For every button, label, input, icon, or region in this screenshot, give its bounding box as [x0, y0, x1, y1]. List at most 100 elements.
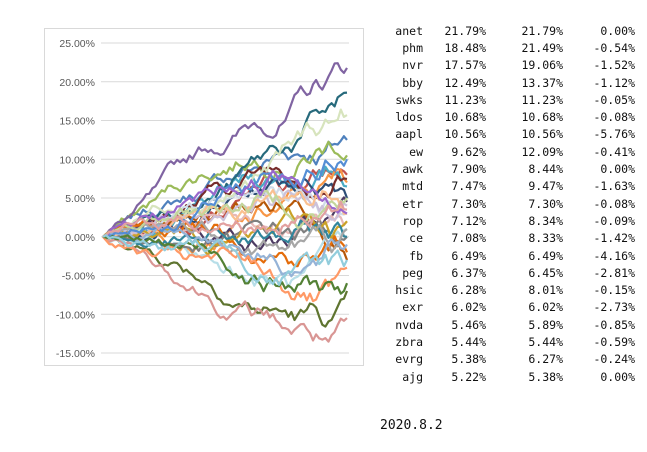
value-cell: 21.49% [521, 40, 563, 55]
value-cell: 5.44% [528, 334, 563, 349]
table-row: ldos 10.68% 10.68% -0.08% [385, 108, 640, 125]
value-cell: 12.49% [444, 75, 486, 90]
ticker-cell: peg [402, 265, 423, 280]
table-row: peg 6.37% 6.45% -2.81% [385, 264, 640, 281]
y-tick-label: 0.00% [65, 232, 95, 244]
value-cell: 10.68% [521, 110, 563, 125]
series-line [102, 169, 348, 238]
ticker-cell: awk [402, 162, 423, 177]
table-row: nvr 17.57% 19.06% -1.52% [385, 57, 640, 74]
value-cell: -4.16% [593, 248, 635, 263]
series-line [102, 206, 348, 256]
value-cell: -0.54% [593, 40, 635, 55]
series-line [102, 140, 348, 238]
table-row: ew 9.62% 12.09% -0.41% [385, 143, 640, 160]
table-row: fb 6.49% 6.49% -4.16% [385, 247, 640, 264]
value-cell: 8.34% [528, 213, 563, 228]
value-cell: -1.63% [593, 179, 635, 194]
value-cell: 5.89% [528, 317, 563, 332]
value-cell: 7.47% [451, 179, 486, 194]
series-line [102, 158, 348, 238]
chart-plot: 25.00% 20.00% 15.00% 10.00% 5.00% 0.00% -5.00%… [56, 38, 349, 360]
value-cell: 7.90% [451, 162, 486, 177]
ticker-cell: etr [402, 196, 423, 211]
returns-table: anet 21.79% 21.79% 0.00% phm 18.48% 21.49% -0.5… [385, 22, 640, 385]
value-cell: -1.52% [593, 58, 635, 73]
value-cell: -0.24% [593, 352, 635, 367]
table-row: rop 7.12% 8.34% -0.09% [385, 212, 640, 229]
ticker-cell: evrg [395, 352, 423, 367]
value-cell: 10.56% [521, 127, 563, 142]
ticker-cell: ce [409, 231, 423, 246]
value-cell: 13.37% [521, 75, 563, 90]
value-cell: 0.00% [600, 369, 635, 384]
value-cell: 6.49% [451, 248, 486, 263]
ticker-cell: swks [395, 92, 423, 107]
value-cell: -5.76% [593, 127, 635, 142]
value-cell: 0.00% [600, 162, 635, 177]
ticker-cell: zbra [395, 334, 423, 349]
value-cell: 6.45% [528, 265, 563, 280]
ticker-cell: rop [402, 213, 423, 228]
ticker-cell: phm [402, 40, 423, 55]
series-line [102, 200, 348, 238]
y-tick-label: 10.00% [59, 154, 95, 166]
value-cell: 17.57% [444, 58, 486, 73]
value-cell: 5.38% [451, 352, 486, 367]
value-cell: 8.33% [528, 231, 563, 246]
value-cell: -0.08% [593, 196, 635, 211]
ticker-cell: ldos [395, 110, 423, 125]
series-line [102, 232, 349, 328]
value-cell: 5.46% [451, 317, 486, 332]
value-cell: 19.06% [521, 58, 563, 73]
value-cell: 6.28% [451, 283, 486, 298]
ticker-cell: fb [409, 248, 423, 263]
line-chart: 25.00% 20.00% 15.00% 10.00% 5.00% 0.00% -5.00%… [44, 28, 364, 366]
y-tick-label: -10.00% [56, 309, 95, 321]
table-row: nvda 5.46% 5.89% -0.85% [385, 316, 640, 333]
value-cell: 18.48% [444, 40, 486, 55]
table-row: evrg 5.38% 6.27% -0.24% [385, 351, 640, 368]
value-cell: 6.27% [528, 352, 563, 367]
value-cell: 8.44% [528, 162, 563, 177]
ticker-cell: anet [395, 23, 423, 38]
value-cell: 11.23% [521, 92, 563, 107]
ticker-cell: hsic [395, 283, 423, 298]
y-tick-label: -5.00% [62, 271, 95, 283]
value-cell: 6.02% [528, 300, 563, 315]
value-cell: 7.08% [451, 231, 486, 246]
y-tick-label: 5.00% [65, 193, 95, 205]
table-row: exr 6.02% 6.02% -2.73% [385, 299, 640, 316]
value-cell: 11.23% [444, 92, 486, 107]
value-cell: 21.79% [444, 23, 486, 38]
y-tick-label: 15.00% [59, 116, 95, 128]
ticker-cell: aapl [395, 127, 423, 142]
series-line [102, 189, 348, 238]
value-cell: 9.47% [528, 179, 563, 194]
table-row: ce 7.08% 8.33% -1.42% [385, 230, 640, 247]
series-line [102, 236, 348, 303]
date-label: 2020.8.2 [380, 418, 443, 433]
table-row: swks 11.23% 11.23% -0.05% [385, 91, 640, 108]
value-cell: 9.62% [451, 144, 486, 159]
value-cell: 21.79% [521, 23, 563, 38]
value-cell: 5.38% [528, 369, 563, 384]
value-cell: -0.08% [593, 110, 635, 125]
ticker-cell: ajg [402, 369, 423, 384]
series-line [102, 62, 348, 238]
value-cell: 7.30% [451, 196, 486, 211]
series-line [102, 234, 348, 286]
table-row: hsic 6.28% 8.01% -0.15% [385, 281, 640, 298]
series-line [102, 217, 348, 253]
value-cell: -1.12% [593, 75, 635, 90]
value-cell: -0.41% [593, 144, 635, 159]
value-cell: -2.73% [593, 300, 635, 315]
ticker-cell: ew [409, 144, 423, 159]
value-cell: 6.02% [451, 300, 486, 315]
value-cell: 7.12% [451, 213, 486, 228]
value-cell: -1.42% [593, 231, 635, 246]
ticker-cell: nvr [402, 58, 423, 73]
value-cell: -0.59% [593, 334, 635, 349]
value-cell: 6.49% [528, 248, 563, 263]
table-row: anet 21.79% 21.79% 0.00% [385, 22, 640, 39]
